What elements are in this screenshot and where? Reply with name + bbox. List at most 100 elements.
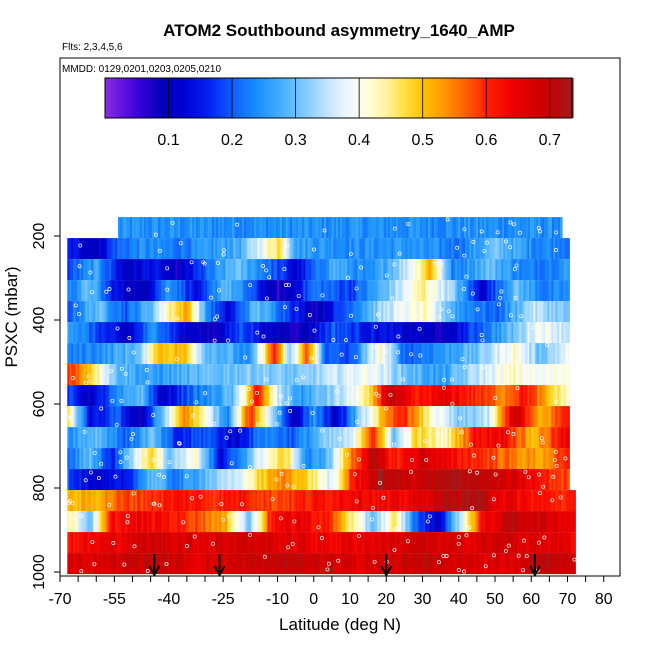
heatmap-cell: [161, 406, 164, 428]
heatmap-cell: [417, 364, 420, 386]
heatmap-cell: [353, 238, 356, 260]
heatmap-cell: [217, 280, 220, 302]
heatmap-cell: [419, 448, 422, 470]
heatmap-cell: [215, 280, 218, 302]
heatmap-cell: [231, 532, 234, 554]
heatmap-cell: [389, 343, 392, 365]
heatmap-cell: [178, 217, 181, 239]
heatmap-cell: [319, 238, 322, 260]
heatmap-cell: [531, 406, 534, 428]
heatmap-cell: [509, 259, 512, 281]
heatmap-cell: [157, 364, 160, 386]
heatmap-cell: [143, 469, 146, 491]
heatmap-cell: [269, 532, 272, 554]
heatmap-cell: [475, 238, 478, 260]
heatmap-cell: [83, 448, 86, 470]
heatmap-cell: [563, 343, 566, 365]
heatmap-cell: [431, 406, 434, 428]
heatmap-cell: [309, 364, 312, 386]
sample-dot: [255, 422, 260, 427]
heatmap-cell: [459, 238, 462, 260]
heatmap-cell: [545, 385, 548, 407]
heatmap-cell: [245, 301, 248, 323]
heatmap-cell: [400, 217, 403, 239]
heatmap-cell: [143, 427, 146, 449]
heatmap-cell: [555, 490, 558, 512]
sample-dot: [472, 453, 477, 458]
heatmap-cell: [537, 385, 540, 407]
heatmap-cell: [219, 406, 222, 428]
sample-dot: [307, 313, 312, 317]
heatmap-cell: [423, 280, 426, 302]
heatmap-cell: [381, 490, 384, 512]
heatmap-cell: [338, 217, 341, 239]
heatmap-cell: [359, 427, 362, 449]
heatmap-cell: [217, 511, 220, 533]
heatmap-cell: [128, 217, 131, 239]
heatmap-cell: [403, 469, 406, 491]
heatmap-cell: [507, 469, 510, 491]
heatmap-cell: [244, 217, 247, 239]
heatmap-cell: [273, 322, 276, 344]
heatmap-cell: [239, 364, 242, 386]
heatmap-cell: [99, 343, 102, 365]
heatmap-cell: [485, 322, 488, 344]
heatmap-cell: [139, 280, 142, 302]
heatmap-cell: [123, 427, 126, 449]
heatmap-cell: [531, 385, 534, 407]
sample-dot: [464, 274, 469, 279]
heatmap-cell: [103, 280, 106, 302]
heatmap-cell: [67, 448, 70, 470]
heatmap-cell: [143, 259, 146, 281]
heatmap-cell: [117, 385, 120, 407]
heatmap-cell: [309, 511, 312, 533]
heatmap-cell: [503, 490, 506, 512]
heatmap-cell: [147, 322, 150, 344]
heatmap-cell: [393, 322, 396, 344]
heatmap-cell: [309, 490, 312, 512]
sample-dot: [267, 275, 272, 280]
heatmap-cell: [263, 553, 266, 575]
heatmap-cell: [325, 511, 328, 533]
heatmap-cell: [123, 385, 126, 407]
heatmap-cell: [245, 448, 248, 470]
sample-dot: [383, 349, 388, 354]
heatmap-cell: [533, 322, 536, 344]
heatmap-cell: [485, 532, 488, 554]
heatmap-cell: [505, 490, 508, 512]
heatmap-cell: [219, 511, 222, 533]
heatmap-cell: [483, 259, 486, 281]
heatmap-cell: [520, 217, 523, 239]
heatmap-cell: [101, 427, 104, 449]
heatmap-cell: [331, 553, 334, 575]
heatmap-cell: [431, 322, 434, 344]
heatmap-cell: [121, 364, 124, 386]
heatmap-cell: [397, 553, 400, 575]
heatmap-cell: [183, 343, 186, 365]
heatmap-cell: [339, 259, 342, 281]
heatmap-cell: [93, 259, 96, 281]
heatmap-cell: [309, 259, 312, 281]
x-tick-label: 70: [559, 591, 577, 608]
heatmap-cell: [551, 427, 554, 449]
heatmap-cell: [429, 322, 432, 344]
heatmap-cell: [332, 217, 335, 239]
heatmap-cell: [233, 490, 236, 512]
heatmap-cell: [497, 280, 500, 302]
heatmap-cell: [333, 448, 336, 470]
heatmap-cell: [351, 259, 354, 281]
heatmap-cell: [233, 553, 236, 575]
heatmap-cell: [469, 238, 472, 260]
heatmap-cell: [495, 469, 498, 491]
heatmap-cell: [463, 448, 466, 470]
heatmap-cell: [251, 511, 254, 533]
colorbar-swatch: [565, 78, 568, 118]
heatmap-cell: [121, 301, 124, 323]
heatmap-cell: [229, 343, 232, 365]
heatmap-cell: [335, 280, 338, 302]
heatmap-cell: [301, 364, 304, 386]
heatmap-cell: [457, 301, 460, 323]
heatmap-cell: [511, 448, 514, 470]
heatmap-cell: [301, 280, 304, 302]
heatmap-cell: [565, 406, 568, 428]
